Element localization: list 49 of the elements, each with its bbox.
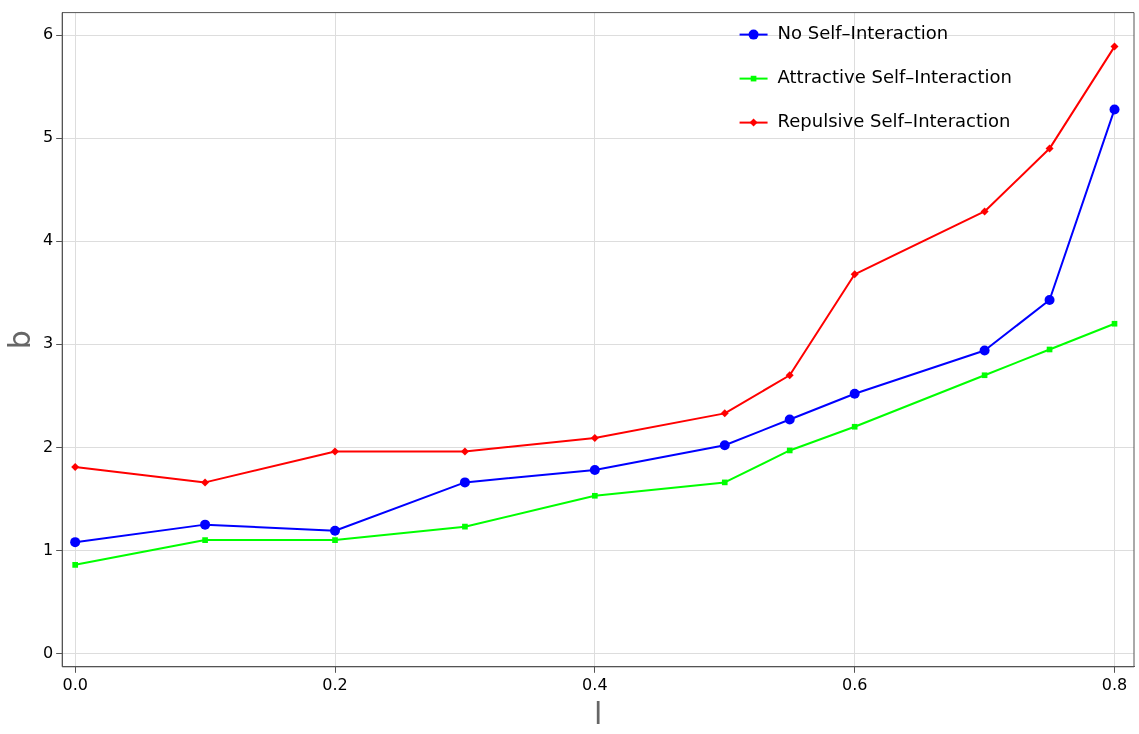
point (785, 371, 794, 380)
y-tick-label: 1 (42, 539, 54, 559)
point (1110, 42, 1119, 51)
y-tick-label: 5 (42, 127, 54, 147)
point (1111, 320, 1118, 327)
point (459, 477, 470, 488)
point (719, 440, 730, 451)
point (331, 447, 340, 456)
legend-label: Repulsive Self–Interaction (777, 110, 1011, 132)
point (851, 423, 858, 430)
point (849, 388, 860, 399)
y-tick-label: 2 (42, 436, 54, 456)
y-tick-label: 0 (42, 642, 54, 662)
x-tick-label: 0.0 (62, 674, 88, 694)
point (980, 207, 989, 216)
point (72, 561, 78, 568)
point (589, 465, 600, 476)
x-tick-label: 0.8 (1101, 674, 1128, 694)
point (720, 409, 729, 418)
point (201, 478, 210, 487)
y-axis-title: b (1, 330, 37, 350)
legend-label: No Self–Interaction (777, 22, 949, 44)
x-tick-label: 0.6 (841, 674, 868, 694)
point (592, 492, 598, 499)
point (981, 372, 988, 379)
y-tick-label: 4 (42, 230, 54, 250)
point (70, 537, 81, 548)
point (462, 523, 468, 530)
point (784, 414, 795, 425)
point (721, 479, 728, 486)
point (979, 345, 990, 356)
point (202, 537, 208, 543)
x-axis-title: l (593, 695, 603, 731)
point (786, 447, 793, 454)
point (330, 525, 341, 536)
y-tick-label: 6 (42, 24, 54, 44)
point (850, 270, 859, 279)
point (460, 447, 469, 456)
point (1109, 104, 1120, 115)
x-tick-label: 0.2 (322, 674, 348, 694)
point (332, 537, 338, 543)
y-tick-label: 3 (42, 333, 54, 353)
point (590, 434, 599, 443)
x-tick-label: 0.4 (582, 674, 608, 694)
point (71, 462, 80, 471)
point (1044, 295, 1055, 306)
point (1045, 144, 1054, 153)
point (200, 519, 211, 530)
legend-label: Attractive Self–Interaction (777, 66, 1013, 88)
